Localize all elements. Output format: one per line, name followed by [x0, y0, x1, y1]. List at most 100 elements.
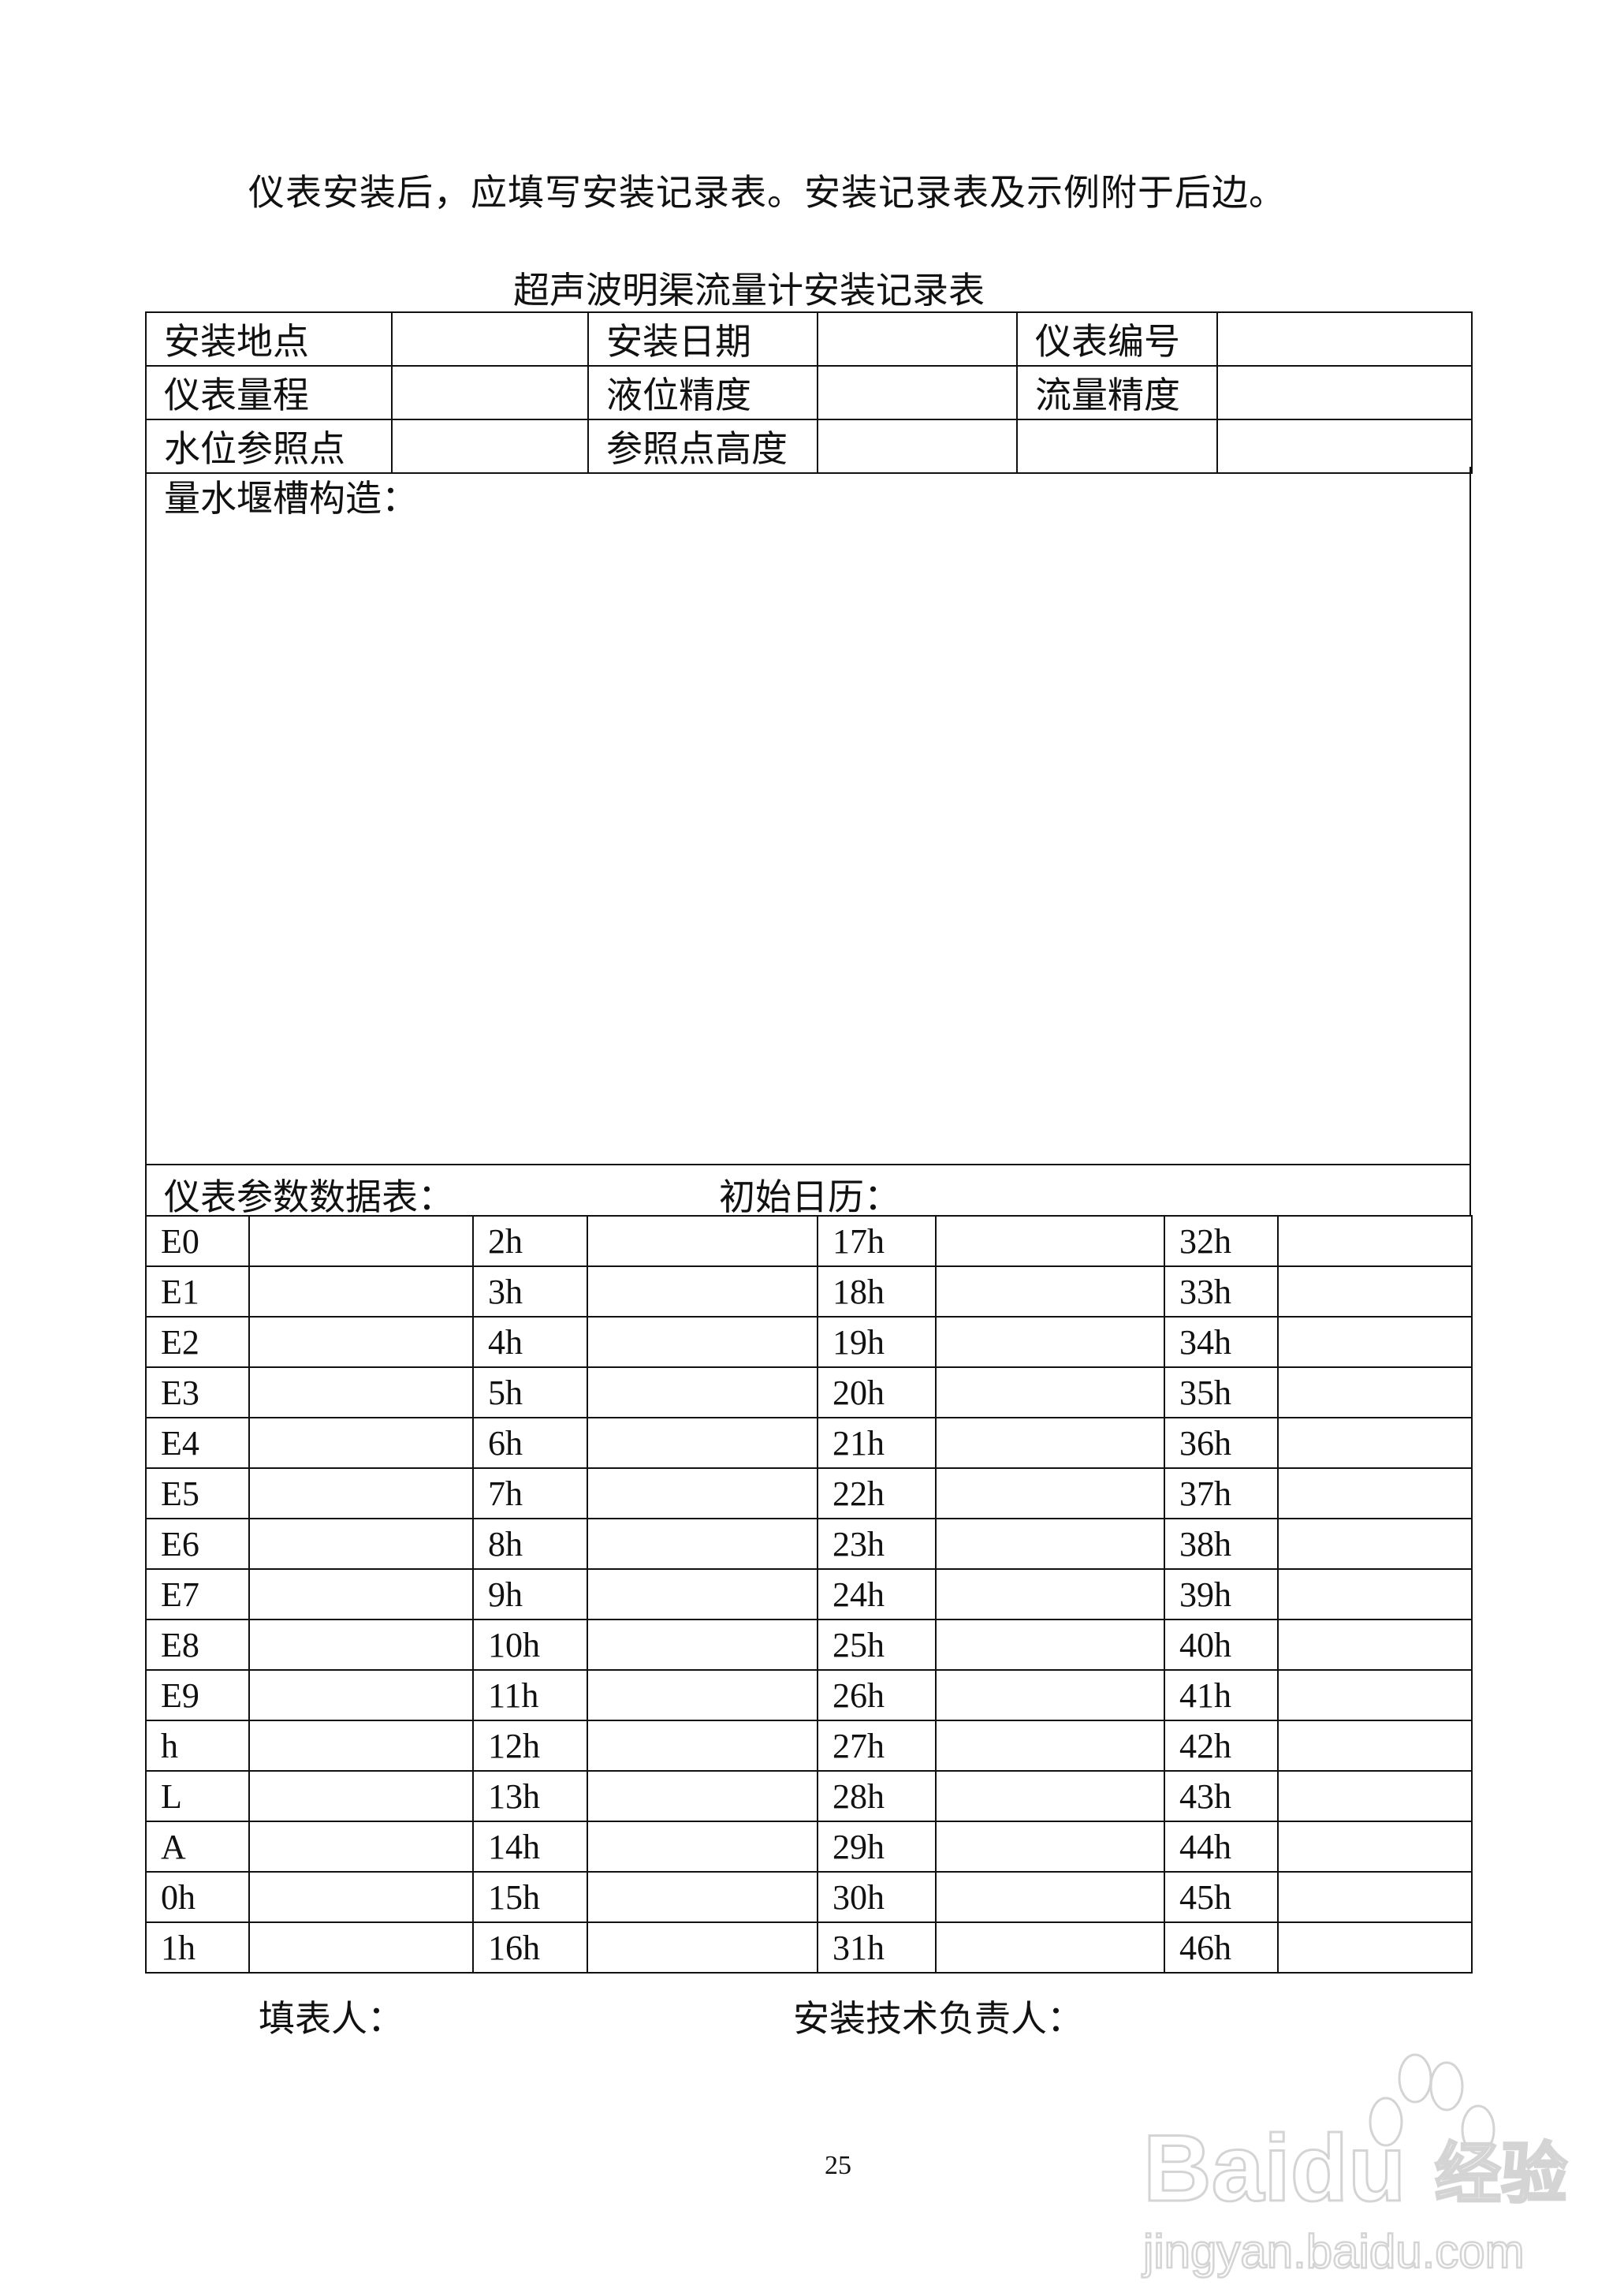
param-value-cell[interactable] [248, 1770, 474, 1822]
param-value-cell[interactable] [935, 1720, 1165, 1772]
param-value-cell[interactable] [248, 1669, 474, 1721]
param-value-cell[interactable] [935, 1568, 1165, 1620]
param-row: 1h 16h 31h 46h [145, 1921, 1473, 1974]
param-value-cell[interactable] [935, 1518, 1165, 1570]
param-value-cell[interactable] [587, 1467, 818, 1519]
param-value-cell[interactable] [935, 1215, 1165, 1267]
param-value-cell[interactable] [248, 1821, 474, 1873]
param-label-cell: 4h [472, 1316, 588, 1368]
param-value-cell[interactable] [935, 1417, 1165, 1469]
param-value-cell[interactable] [1277, 1871, 1473, 1923]
param-label-cell: E9 [145, 1669, 250, 1721]
param-value-cell[interactable] [1277, 1921, 1473, 1974]
param-value-cell[interactable] [1277, 1518, 1473, 1570]
info-value-cell[interactable] [1216, 419, 1473, 474]
param-value-cell[interactable] [248, 1366, 474, 1418]
param-value-cell[interactable] [248, 1568, 474, 1620]
param-value-cell[interactable] [935, 1619, 1165, 1671]
param-label-cell: 7h [472, 1467, 588, 1519]
param-label-cell: 12h [472, 1720, 588, 1772]
tech-lead-label: 安装技术负责人： [793, 1999, 1083, 2039]
param-value-cell[interactable] [587, 1417, 818, 1469]
param-value-cell[interactable] [248, 1417, 474, 1469]
param-label-cell: 22h [817, 1467, 937, 1519]
param-value-cell[interactable] [1277, 1821, 1473, 1873]
info-label-cell: 仪表编号 [1016, 311, 1218, 367]
param-label-cell: 33h [1164, 1265, 1279, 1318]
param-label-cell: 32h [1164, 1215, 1279, 1267]
param-value-cell[interactable] [1277, 1669, 1473, 1721]
param-value-cell[interactable] [587, 1316, 818, 1368]
param-value-cell[interactable] [587, 1518, 818, 1570]
param-value-cell[interactable] [248, 1316, 474, 1368]
param-row: E7 9h 24h 39h [145, 1568, 1473, 1620]
param-value-cell[interactable] [248, 1619, 474, 1671]
param-value-cell[interactable] [935, 1770, 1165, 1822]
param-value-cell[interactable] [587, 1669, 818, 1721]
param-value-cell[interactable] [587, 1366, 818, 1418]
param-row: E4 6h 21h 36h [145, 1417, 1473, 1469]
param-row: h 12h 27h 42h [145, 1720, 1473, 1772]
param-label-cell: 43h [1164, 1770, 1279, 1822]
param-value-cell[interactable] [587, 1619, 818, 1671]
param-value-cell[interactable] [935, 1669, 1165, 1721]
page-number: 25 [825, 2151, 851, 2180]
param-label-cell: 0h [145, 1871, 250, 1923]
param-value-cell[interactable] [935, 1821, 1165, 1873]
param-value-cell[interactable] [248, 1871, 474, 1923]
param-value-cell[interactable] [587, 1265, 818, 1318]
param-value-cell[interactable] [248, 1215, 474, 1267]
param-value-cell[interactable] [587, 1921, 818, 1974]
param-value-cell[interactable] [587, 1871, 818, 1923]
param-value-cell[interactable] [248, 1921, 474, 1974]
param-value-cell[interactable] [248, 1720, 474, 1772]
param-value-cell[interactable] [1277, 1568, 1473, 1620]
param-label-cell: 45h [1164, 1871, 1279, 1923]
param-value-cell[interactable] [935, 1265, 1165, 1318]
param-value-cell[interactable] [587, 1568, 818, 1620]
param-value-cell[interactable] [1277, 1467, 1473, 1519]
param-value-cell[interactable] [1277, 1366, 1473, 1418]
param-value-cell[interactable] [1277, 1265, 1473, 1318]
param-value-cell[interactable] [935, 1467, 1165, 1519]
info-value-cell[interactable] [817, 311, 1018, 367]
info-value-cell[interactable] [391, 311, 589, 367]
info-value-cell[interactable] [391, 419, 589, 474]
param-label-cell: 14h [472, 1821, 588, 1873]
watermark-url: jingyan.baidu.com [1142, 2225, 1525, 2278]
param-value-cell[interactable] [1277, 1316, 1473, 1368]
param-label-cell: 20h [817, 1366, 937, 1418]
param-value-cell[interactable] [248, 1518, 474, 1570]
param-value-cell[interactable] [587, 1720, 818, 1772]
watermark-brand: Baidu [1143, 2115, 1406, 2221]
info-value-cell[interactable] [391, 365, 589, 420]
info-value-cell[interactable] [817, 419, 1018, 474]
form-title: 超声波明渠流量计安装记录表 [513, 270, 985, 311]
param-label-cell: 17h [817, 1215, 937, 1267]
param-value-cell[interactable] [1277, 1720, 1473, 1772]
param-label-cell: 41h [1164, 1669, 1279, 1721]
info-value-cell[interactable] [1216, 311, 1473, 367]
param-value-cell[interactable] [935, 1316, 1165, 1368]
param-value-cell[interactable] [1277, 1619, 1473, 1671]
info-row: 水位参照点 参照点高度 [145, 419, 1473, 474]
param-value-cell[interactable] [587, 1770, 818, 1822]
info-value-cell[interactable] [817, 365, 1018, 420]
param-value-cell[interactable] [935, 1366, 1165, 1418]
param-value-cell[interactable] [248, 1467, 474, 1519]
param-label-cell: 25h [817, 1619, 937, 1671]
param-value-cell[interactable] [1277, 1417, 1473, 1469]
info-value-cell[interactable] [1216, 365, 1473, 420]
param-value-cell[interactable] [935, 1921, 1165, 1974]
param-value-cell[interactable] [1277, 1215, 1473, 1267]
param-value-cell[interactable] [248, 1265, 474, 1318]
param-value-cell[interactable] [587, 1821, 818, 1873]
param-value-cell[interactable] [935, 1871, 1165, 1923]
param-value-cell[interactable] [587, 1215, 818, 1267]
param-row: E2 4h 19h 34h [145, 1316, 1473, 1368]
param-label-cell: 38h [1164, 1518, 1279, 1570]
baidu-jingyan-watermark-logo: Baidu 经验 jingyan.baidu.com [1141, 2053, 1569, 2279]
param-value-cell[interactable] [1277, 1770, 1473, 1822]
param-label-cell: E5 [145, 1467, 250, 1519]
param-label-cell: 37h [1164, 1467, 1279, 1519]
